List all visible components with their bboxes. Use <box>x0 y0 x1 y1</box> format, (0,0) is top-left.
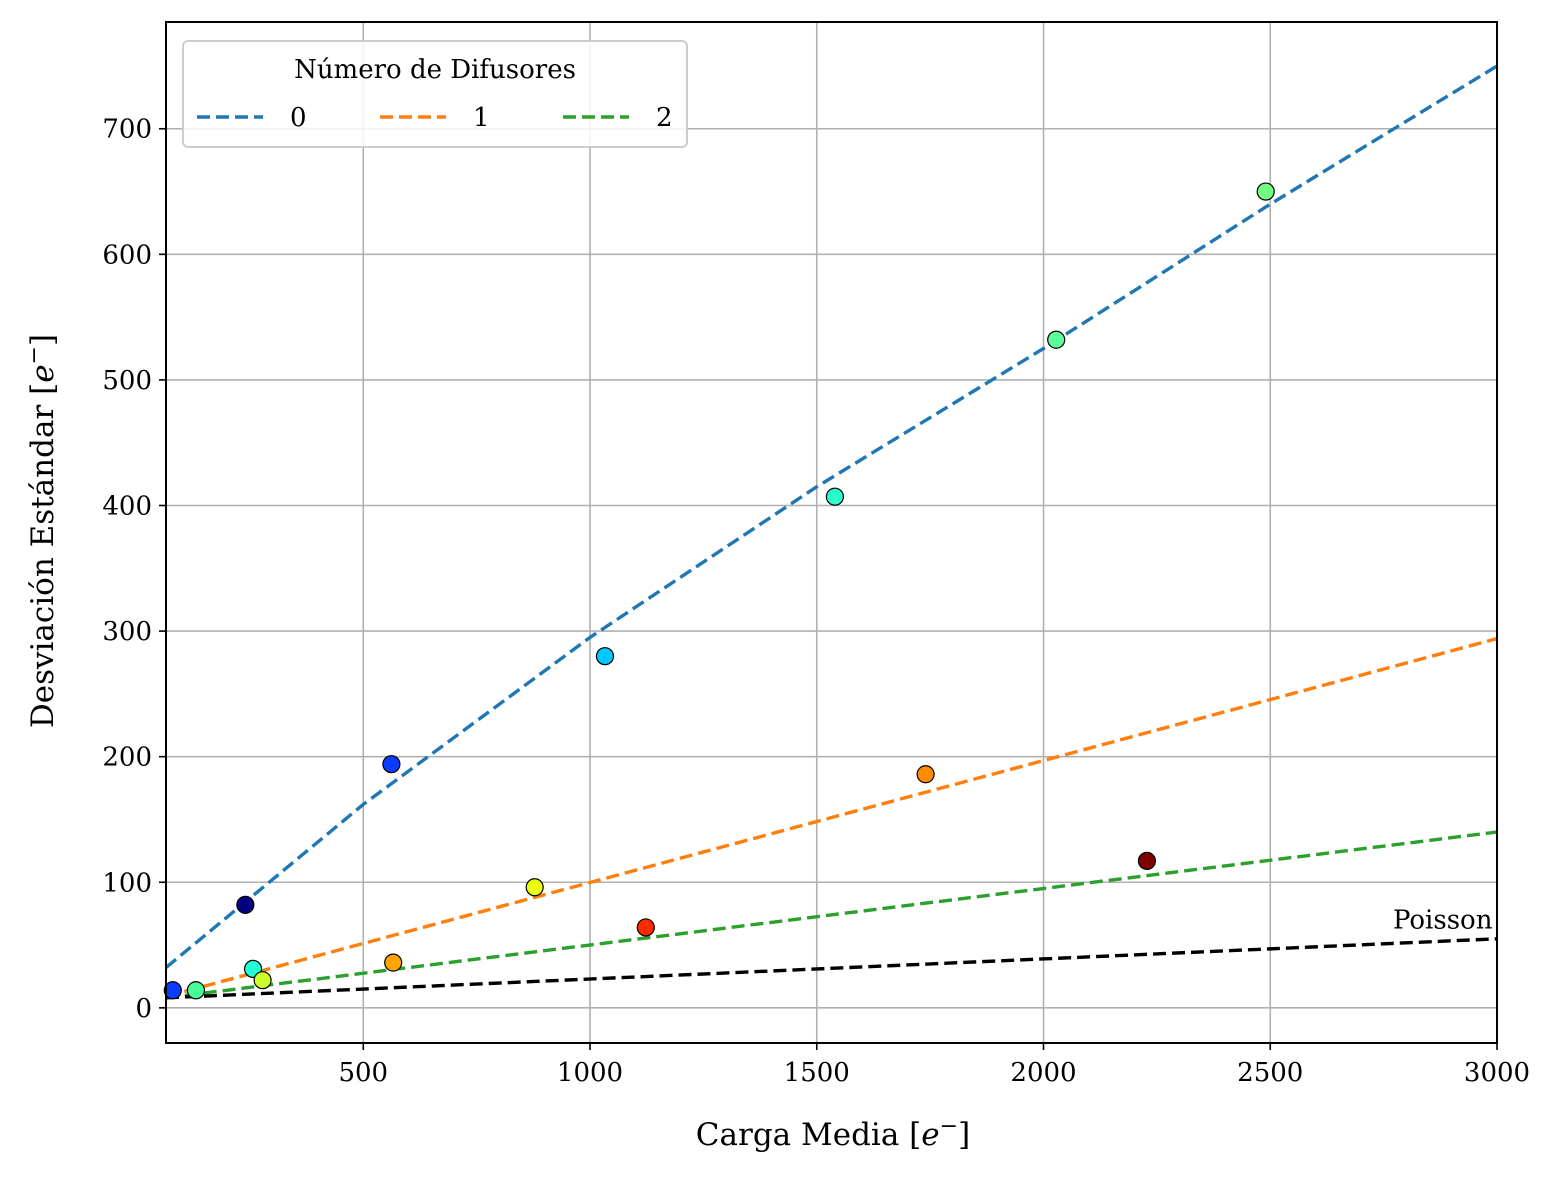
legend-label-1: 1 <box>473 103 490 133</box>
x-tick-label: 3000 <box>1464 1058 1530 1088</box>
ticks: 500 1000 1500 2000 2500 3000 0 100 200 300 400 500 6… <box>102 115 1530 1088</box>
y-tick-label: 400 <box>102 491 152 521</box>
y-axis-unit-sup: − <box>22 346 47 364</box>
y-axis-unit-symbol: e <box>25 364 61 382</box>
series-layer <box>164 64 1498 1000</box>
data-point <box>595 647 615 666</box>
x-tick-label: 1500 <box>784 1058 850 1088</box>
fit-line-1 <box>165 636 1498 999</box>
x-axis-title: Carga Media [e−] <box>696 1114 970 1153</box>
x-tick-label: 2000 <box>1010 1058 1076 1088</box>
legend-title: Número de Difusores <box>294 55 576 85</box>
fit-line-poisson <box>165 937 1498 1000</box>
data-point <box>163 981 182 1000</box>
y-tick-label: 600 <box>102 240 152 270</box>
legend-box <box>182 40 688 148</box>
data-point <box>1256 182 1275 201</box>
legend-label-2: 2 <box>656 103 673 133</box>
data-point <box>382 755 401 774</box>
y-tick-label: 100 <box>102 868 152 898</box>
y-tick-label: 700 <box>102 115 152 145</box>
x-tick-label: 500 <box>338 1058 388 1088</box>
y-tick-label: 0 <box>135 994 152 1024</box>
plot-frame <box>165 21 1498 1044</box>
legend: Número de Difusores 0 1 2 <box>182 40 688 148</box>
x-axis-title-text: Carga Media [ <box>696 1117 921 1153</box>
y-axis-title: Desviación Estándar [e−] <box>22 334 61 728</box>
x-axis-unit-symbol: e <box>921 1117 939 1153</box>
fit-line-2 <box>165 830 1498 1000</box>
data-point <box>916 765 935 784</box>
data-point <box>1137 851 1157 871</box>
data-point <box>1047 330 1066 349</box>
y-tick-label: 500 <box>102 366 152 396</box>
y-tick-label: 200 <box>102 743 152 773</box>
y-axis-unit-close: ] <box>25 334 61 346</box>
data-point <box>825 487 845 506</box>
fit-line-0 <box>164 64 1498 969</box>
legend-label-0: 0 <box>290 103 307 133</box>
data-point <box>636 918 655 937</box>
poisson-annotation: Poisson <box>1393 906 1493 936</box>
points-layer <box>163 182 1275 1000</box>
y-axis-title-text: Desviación Estándar [ <box>25 383 61 728</box>
legend-entries: 0 1 2 <box>197 103 673 133</box>
x-tick-label: 2500 <box>1237 1058 1303 1088</box>
data-point <box>253 971 272 990</box>
x-axis-unit-sup: − <box>940 1114 958 1139</box>
y-tick-label: 300 <box>102 617 152 647</box>
data-point <box>186 981 206 1000</box>
x-axis-unit-close: ] <box>958 1117 970 1153</box>
data-point <box>525 878 544 897</box>
x-tick-label: 1000 <box>557 1058 623 1088</box>
data-point <box>236 895 255 914</box>
data-point <box>384 953 403 972</box>
